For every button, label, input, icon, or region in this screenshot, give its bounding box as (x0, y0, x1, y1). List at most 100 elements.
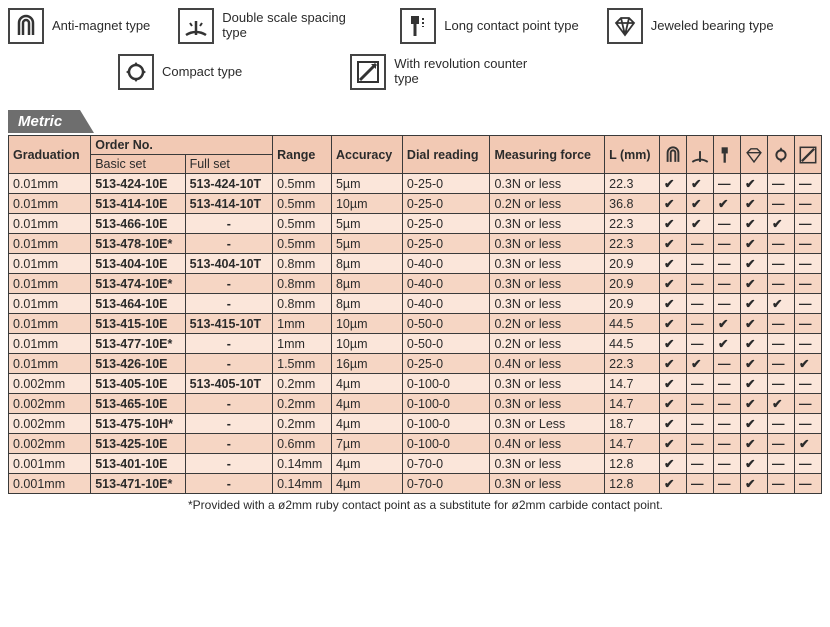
cell: - (185, 334, 273, 354)
legend-long-contact: Long contact point type (400, 8, 578, 44)
table-row: 0.002mm513-475-10H*-0.2mm4µm0-100-00.3N … (9, 414, 822, 434)
cell: 5µm (331, 214, 402, 234)
check-cell: ✔ (768, 294, 795, 314)
legend-label: Anti-magnet type (52, 19, 150, 34)
cell: - (185, 234, 273, 254)
double-scale-icon (178, 8, 214, 44)
table-row: 0.002mm513-425-10E-0.6mm7µm0-100-00.4N o… (9, 434, 822, 454)
cell: 4µm (331, 414, 402, 434)
cell: - (185, 394, 273, 414)
legend-row-2: Compact type With revolution counter typ… (8, 54, 822, 94)
table-row: 0.01mm513-477-10E*-1mm10µm0-50-00.2N or … (9, 334, 822, 354)
cell: 4µm (331, 394, 402, 414)
th-compact-icon (768, 136, 795, 174)
cell: 0.01mm (9, 234, 91, 254)
cell: 0.3N or less (490, 474, 605, 494)
dash-cell: — (687, 314, 714, 334)
th-anti-magnet-icon (660, 136, 687, 174)
th-graduation: Graduation (9, 136, 91, 174)
check-cell: ✔ (741, 434, 768, 454)
check-cell: ✔ (741, 254, 768, 274)
dash-cell: — (768, 374, 795, 394)
legend-label: Double scale spacing type (222, 11, 372, 41)
spec-table: Graduation Order No. Range Accuracy Dial… (8, 135, 822, 494)
check-cell: ✔ (768, 394, 795, 414)
cell: 513-475-10H* (91, 414, 185, 434)
cell: 10µm (331, 334, 402, 354)
cell: 36.8 (605, 194, 660, 214)
cell: 0.002mm (9, 394, 91, 414)
cell: 0.2N or less (490, 194, 605, 214)
dash-cell: — (768, 274, 795, 294)
dash-cell: — (795, 314, 822, 334)
legend-anti-magnet: Anti-magnet type (8, 8, 150, 44)
cell: 0.002mm (9, 374, 91, 394)
cell: 0-70-0 (402, 474, 490, 494)
dash-cell: — (795, 174, 822, 194)
th-l: L (mm) (605, 136, 660, 174)
cell: 0.01mm (9, 354, 91, 374)
dash-cell: — (795, 294, 822, 314)
dash-cell: — (768, 334, 795, 354)
cell: - (185, 454, 273, 474)
cell: 513-471-10E* (91, 474, 185, 494)
cell: 0-25-0 (402, 214, 490, 234)
cell: 0.01mm (9, 194, 91, 214)
th-full-set: Full set (185, 155, 273, 174)
cell: 0-25-0 (402, 354, 490, 374)
dash-cell: — (687, 294, 714, 314)
cell: 0.8mm (273, 294, 332, 314)
cell: - (185, 294, 273, 314)
cell: 0.3N or Less (490, 414, 605, 434)
table-row: 0.01mm513-478-10E*-0.5mm5µm0-25-00.3N or… (9, 234, 822, 254)
cell: 0.5mm (273, 234, 332, 254)
cell: 0.3N or less (490, 254, 605, 274)
cell: 0-50-0 (402, 334, 490, 354)
cell: 0.01mm (9, 334, 91, 354)
check-cell: ✔ (660, 294, 687, 314)
dash-cell: — (714, 234, 741, 254)
th-rev-counter-icon (795, 136, 822, 174)
cell: 513-424-10E (91, 174, 185, 194)
cell: 14.7 (605, 394, 660, 414)
cell: 513-405-10E (91, 374, 185, 394)
cell: 8µm (331, 274, 402, 294)
cell: 0.3N or less (490, 374, 605, 394)
cell: 22.3 (605, 214, 660, 234)
section-tab-metric: Metric (8, 110, 80, 133)
dash-cell: — (687, 454, 714, 474)
cell: 0.01mm (9, 314, 91, 334)
cell: 10µm (331, 314, 402, 334)
check-cell: ✔ (714, 194, 741, 214)
check-cell: ✔ (741, 474, 768, 494)
cell: 0.01mm (9, 174, 91, 194)
anti-magnet-icon (8, 8, 44, 44)
dash-cell: — (795, 274, 822, 294)
check-cell: ✔ (660, 394, 687, 414)
cell: 513-414-10T (185, 194, 273, 214)
table-row: 0.01mm513-404-10E513-404-10T0.8mm8µm0-40… (9, 254, 822, 274)
dash-cell: — (768, 234, 795, 254)
cell: 0.001mm (9, 454, 91, 474)
cell: 22.3 (605, 234, 660, 254)
cell: 0.14mm (273, 454, 332, 474)
cell: 14.7 (605, 434, 660, 454)
cell: 22.3 (605, 354, 660, 374)
dash-cell: — (714, 434, 741, 454)
check-cell: ✔ (660, 374, 687, 394)
check-cell: ✔ (741, 314, 768, 334)
cell: 513-477-10E* (91, 334, 185, 354)
rev-counter-icon (350, 54, 386, 90)
cell: - (185, 414, 273, 434)
legend-rev-counter: With revolution counter type (350, 54, 544, 90)
cell: 0-100-0 (402, 394, 490, 414)
check-cell: ✔ (660, 474, 687, 494)
th-double-scale-icon (687, 136, 714, 174)
cell: 0-25-0 (402, 174, 490, 194)
cell: 8µm (331, 294, 402, 314)
dash-cell: — (687, 474, 714, 494)
check-cell: ✔ (660, 254, 687, 274)
cell: 7µm (331, 434, 402, 454)
cell: 0-40-0 (402, 254, 490, 274)
dash-cell: — (714, 274, 741, 294)
